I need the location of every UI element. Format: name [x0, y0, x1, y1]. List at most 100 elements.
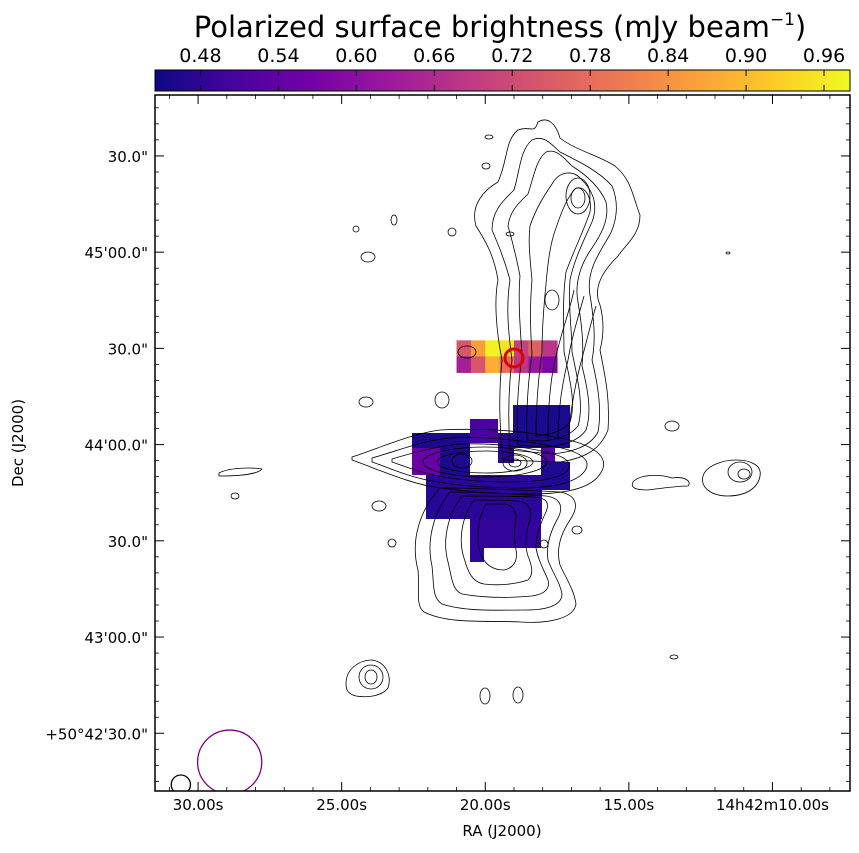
contour-north-2 [491, 137, 617, 455]
pol-cell [485, 356, 501, 373]
contour-source [358, 664, 384, 690]
colorbar-title-close: ) [795, 10, 806, 44]
contour-core-3 [391, 443, 570, 483]
radio-core-marker [503, 347, 525, 369]
colorbar-title-exponent: −1 [770, 10, 795, 30]
beam-ellipse [170, 774, 192, 791]
contour-source [434, 391, 450, 409]
contour-source [387, 538, 397, 548]
y-tick-label: 45'00.0" [84, 244, 148, 262]
contour-source [505, 231, 515, 237]
contour-core-2 [371, 437, 588, 489]
x-tick-label: 14h42m10.00s [716, 796, 829, 814]
x-tick-label: 25.00s [316, 796, 367, 814]
x-axis: 30.00s 25.00s 20.00s 15.00s 14h42m10.00s [168, 95, 831, 814]
contour-north-ridge [547, 289, 575, 441]
colorbar-tick-label: 0.66 [413, 45, 455, 67]
colorbar-tick-label: 0.60 [335, 45, 377, 67]
colorbar [154, 69, 851, 92]
contour-source [218, 467, 263, 477]
x-tick-label: 30.00s [173, 796, 224, 814]
contour-source [230, 492, 240, 500]
y-tick-label: 30.0" [108, 340, 148, 358]
contour-north-knot [570, 187, 586, 209]
contour-source [360, 251, 376, 263]
contour-source [727, 461, 753, 483]
contour-source [571, 525, 583, 535]
x-tick-label: 15.00s [603, 796, 654, 814]
contour-source [669, 654, 679, 660]
contour-source [512, 686, 524, 704]
contour-north-4 [526, 172, 596, 442]
colorbar-ticks: 0.48 0.54 0.60 0.66 0.72 0.78 0.84 0.90 0.96 [179, 45, 845, 91]
y-axis-label: Dec (J2000) [9, 399, 27, 487]
contour-core-knot [502, 454, 528, 472]
contour-source [364, 669, 378, 685]
pol-cell-low [541, 448, 555, 462]
colorbar-tick-label: 0.96 [803, 45, 845, 67]
colorbar-tick-label: 0.78 [569, 45, 611, 67]
contour-north-ridge [567, 305, 597, 441]
pol-cell-low [470, 519, 541, 548]
contour-core-knot [508, 458, 522, 468]
radio-contours [218, 119, 761, 705]
contour-north-outer [474, 119, 641, 463]
contour-north-ridge [557, 295, 585, 441]
colorbar-title: Polarized surface brightness (mJy beam−1… [194, 10, 806, 44]
pol-cell-low [513, 405, 570, 448]
contour-source [725, 251, 731, 255]
contour-south-3 [445, 495, 549, 598]
contour-source [371, 500, 387, 512]
contour-south-4 [460, 499, 533, 586]
pol-cell [542, 356, 558, 373]
beam-ellipse [196, 729, 263, 791]
contour-core-4 [422, 446, 548, 478]
contour-source [702, 459, 761, 497]
contour-core-5 [436, 450, 534, 474]
pol-cell [456, 340, 472, 357]
colorbar-tick-label: 0.90 [725, 45, 767, 67]
y-tick-label: 30.0" [108, 533, 148, 551]
pol-cell-low [541, 462, 570, 490]
y-axis: 30.0" 45'00.0" 30.0" 44'00.0" 30.0" 43'00.0" +… [45, 107, 850, 782]
contour-source [352, 225, 360, 233]
colorbar-tick-label: 0.72 [491, 45, 533, 67]
y-tick-label: 43'00.0" [84, 629, 148, 647]
contour-source [358, 396, 374, 408]
pol-cell-low [470, 419, 498, 443]
contour-source [737, 468, 751, 480]
pol-cell [542, 340, 558, 357]
contour-south-5 [477, 503, 517, 571]
contour-source [345, 659, 390, 698]
pol-cell [485, 340, 501, 357]
contour-south-2 [429, 491, 563, 611]
contour-source [481, 162, 491, 170]
contour-source [664, 420, 680, 432]
colorbar-tick-label: 0.84 [647, 45, 689, 67]
pol-cell [470, 356, 486, 373]
contour-source [631, 474, 690, 491]
contour-core-knot [451, 453, 473, 469]
y-tick-label: +50°42'30.0" [45, 725, 148, 743]
x-tick-label: 20.00s [460, 796, 511, 814]
contour-source [457, 345, 477, 359]
y-tick-label: 44'00.0" [84, 437, 148, 455]
pol-cell [528, 340, 544, 357]
contour-north-knot [544, 289, 560, 311]
plot-frame [154, 94, 851, 792]
x-axis-label: RA (J2000) [462, 822, 541, 840]
contour-north-knot [565, 177, 591, 215]
contour-north-5 [535, 187, 591, 437]
colorbar-tick-label: 0.54 [257, 45, 299, 67]
colorbar-tick-label: 0.48 [179, 45, 221, 67]
contour-north-3 [507, 150, 608, 448]
pol-cell [470, 340, 486, 357]
beam-ellipses [170, 729, 263, 791]
contour-source [479, 687, 491, 705]
contour-source [484, 134, 494, 140]
y-tick-label: 30.0" [108, 148, 148, 166]
contour-south-outer [414, 487, 577, 623]
pol-cell [456, 356, 472, 373]
contour-source [539, 539, 549, 549]
